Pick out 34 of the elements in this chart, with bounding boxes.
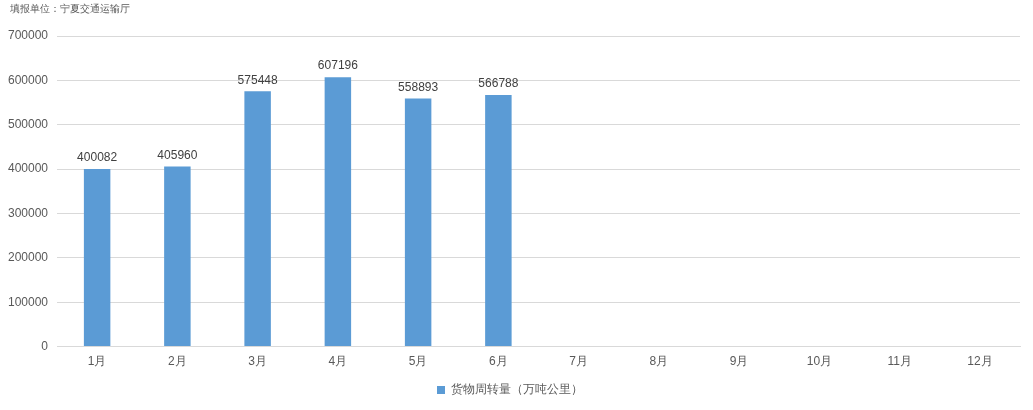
x-tick-label: 8月 (649, 354, 669, 369)
y-tick-label: 600000 (7, 72, 49, 87)
x-tick-label: 9月 (729, 354, 749, 369)
bar (244, 91, 271, 347)
x-tick-label: 4月 (328, 354, 348, 369)
x-tick-label: 1月 (87, 354, 107, 369)
text: 填报单位：宁夏交通运输厅 (10, 2, 130, 16)
x-tick-label: 10月 (806, 354, 833, 369)
x-tick-label: 5月 (408, 354, 428, 369)
bar (83, 169, 111, 347)
legend-label: 货物周转量（万吨公里） (451, 382, 583, 397)
x-tick-label: 7月 (569, 354, 588, 369)
x-tick-label: 6月 (489, 354, 508, 369)
data-label: 405960 (157, 147, 198, 162)
data-label: 558893 (398, 79, 439, 94)
y-tick-label: 700000 (7, 28, 49, 43)
data-label: 566788 (478, 76, 519, 91)
y-tick-label: 300000 (7, 205, 49, 220)
bar (404, 98, 432, 347)
data-label: 607196 (317, 58, 359, 73)
y-tick-label: 500000 (7, 117, 49, 132)
x-tick-label: 12月 (967, 354, 993, 369)
y-tick-label: 100000 (7, 294, 49, 309)
data-label: 575448 (237, 72, 278, 87)
bar (324, 77, 352, 347)
bar (485, 95, 512, 347)
x-tick-label: 2月 (168, 354, 187, 369)
x-tick-label: 11月 (887, 354, 912, 369)
bar (164, 166, 191, 347)
x-tick-label: 3月 (248, 354, 267, 369)
y-tick-label: 0 (41, 338, 49, 353)
y-tick-label: 400000 (7, 161, 49, 176)
y-tick-label: 200000 (7, 250, 49, 265)
data-label: 400082 (77, 150, 118, 165)
